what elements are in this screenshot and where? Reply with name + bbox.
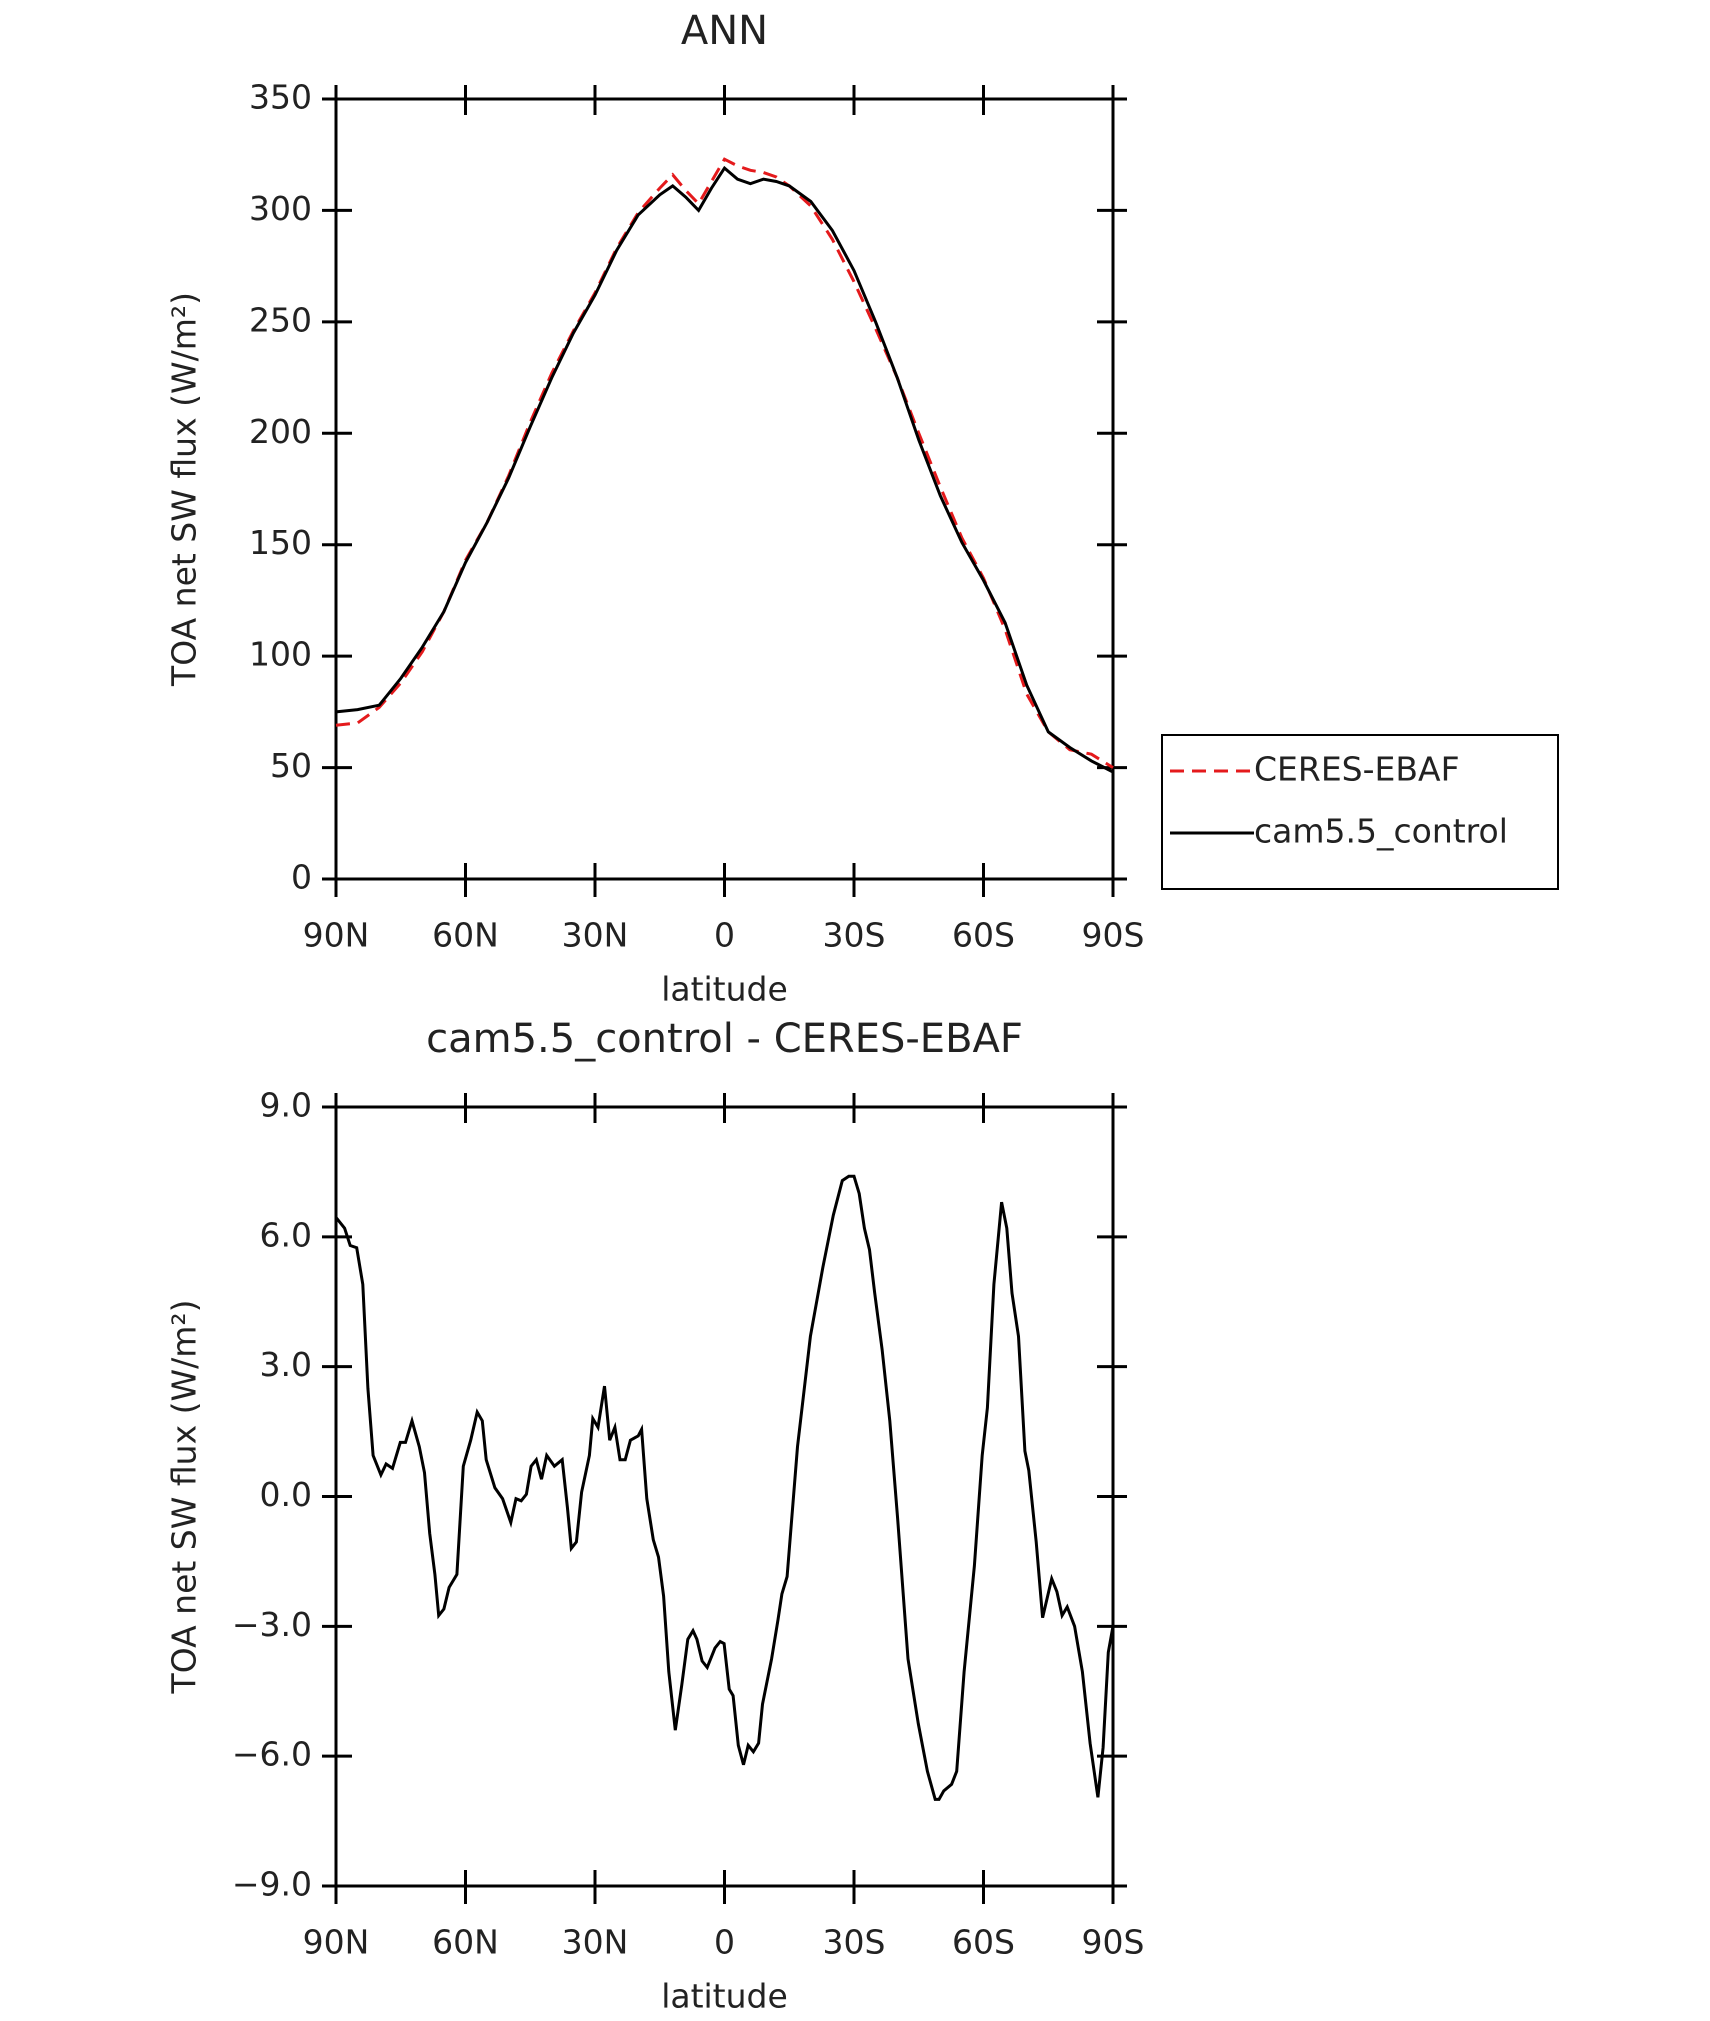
y-tick-label: 6.0 <box>260 1215 312 1254</box>
data-line <box>335 165 1114 774</box>
y-tick-label: 350 <box>249 78 312 117</box>
x-tick-label: 30S <box>823 916 886 955</box>
y-tick-label: 200 <box>249 412 312 451</box>
x-tick-label: 30N <box>562 1923 629 1962</box>
x-tick-label: 90N <box>303 1923 370 1962</box>
y-tick-label: 3.0 <box>260 1345 312 1384</box>
y-tick-label: 150 <box>249 523 312 562</box>
y-tick-label: −3.0 <box>232 1605 312 1644</box>
plot-frame <box>334 1105 1115 1888</box>
x-tick-label: 30S <box>823 1923 886 1962</box>
legend-label: CERES-EBAF <box>1254 750 1460 789</box>
y-tick-label: −6.0 <box>232 1735 312 1774</box>
x-axis-label: latitude <box>661 970 788 1009</box>
x-tick-label: 60N <box>432 916 499 955</box>
y-tick-label: 0.0 <box>260 1475 312 1514</box>
y-axis-label: TOA net SW flux (W/m²) <box>165 1300 204 1695</box>
y-tick-label: −9.0 <box>232 1865 312 1904</box>
x-tick-label: 60S <box>952 916 1015 955</box>
y-tick-label: 100 <box>249 635 312 674</box>
x-tick-label: 0 <box>714 1923 735 1962</box>
y-tick-label: 250 <box>249 300 312 339</box>
chart-title: cam5.5_control - CERES-EBAF <box>426 1016 1023 1062</box>
x-axis-label: latitude <box>661 1977 788 2016</box>
y-tick-label: 0 <box>291 858 312 897</box>
y-tick-label: 300 <box>249 189 312 228</box>
plot-frame <box>334 97 1115 881</box>
y-axis-label: TOA net SW flux (W/m²) <box>165 292 204 687</box>
x-tick-label: 0 <box>714 916 735 955</box>
x-tick-label: 30N <box>562 916 629 955</box>
y-tick-label: 50 <box>270 746 312 785</box>
x-tick-label: 90S <box>1082 1923 1145 1962</box>
x-tick-label: 60N <box>432 1923 499 1962</box>
x-tick-label: 90S <box>1082 916 1145 955</box>
chart-title: ANN <box>681 8 768 54</box>
legend-box <box>1161 734 1559 890</box>
data-line <box>335 157 1114 769</box>
y-tick-label: 9.0 <box>260 1086 312 1125</box>
x-tick-label: 60S <box>952 1923 1015 1962</box>
data-line <box>334 1174 1115 1801</box>
x-tick-label: 90N <box>303 916 370 955</box>
legend-label: cam5.5_control <box>1254 812 1508 851</box>
